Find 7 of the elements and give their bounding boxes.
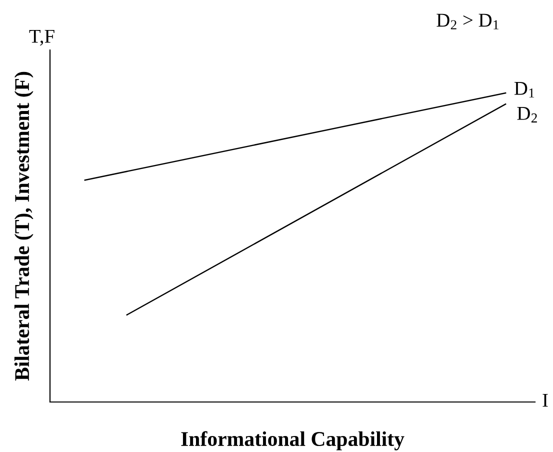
text: D$_{2}$ > D$_{1}$ bbox=[436, 14, 498, 30]
series-label: D$_{2}$ bbox=[517, 107, 537, 122]
series-label: D$_{1}$ bbox=[514, 82, 534, 98]
text: I bbox=[542, 394, 548, 407]
y-axis-title: Bilateral Trade (T), Investment (F) bbox=[14, 72, 34, 381]
text: T,F bbox=[29, 30, 54, 46]
x-axis-title: Informational Capability bbox=[181, 431, 404, 450]
